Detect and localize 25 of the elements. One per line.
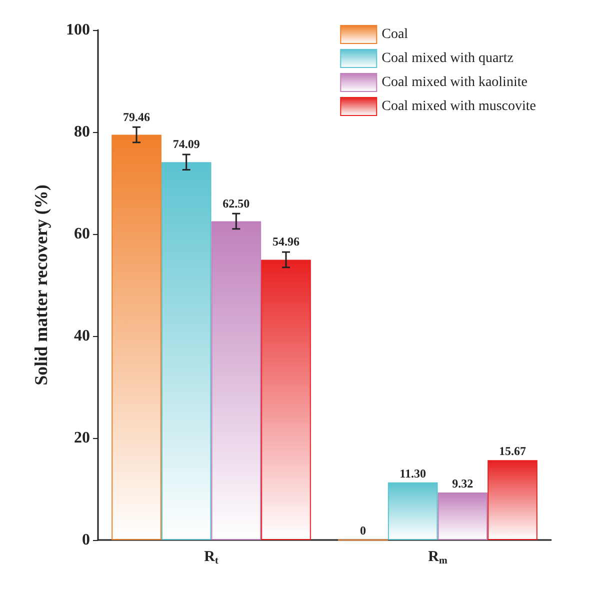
y-tick-label: 20	[74, 430, 90, 446]
bar	[388, 482, 438, 540]
data-label: 62.50	[222, 196, 250, 210]
y-tick-label: 100	[66, 22, 90, 38]
bar	[211, 221, 262, 540]
data-label: 15.67	[498, 444, 526, 458]
y-tick-label: 80	[74, 124, 90, 140]
data-label: 0	[360, 524, 366, 538]
y-axis-title: Solid matter recovery (%)	[31, 184, 51, 386]
data-label: 74.09	[172, 137, 200, 152]
legend-label: Coal mixed with muscovite	[382, 99, 536, 114]
bar	[438, 492, 488, 540]
bar	[488, 460, 538, 540]
legend-label: Coal mixed with kaolinite	[382, 75, 528, 90]
y-tick-label: 0	[82, 532, 90, 548]
y-tick-label: 40	[74, 328, 90, 344]
data-label: 9.32	[452, 476, 474, 490]
data-label: 79.46	[123, 110, 150, 124]
y-tick-label: 60	[74, 226, 90, 242]
data-label: 11.30	[400, 466, 426, 480]
legend-label: Coal	[382, 27, 408, 42]
data-label: 54.96	[272, 234, 300, 249]
legend-label: Coal mixed with quartz	[382, 51, 514, 66]
bar	[261, 260, 311, 540]
bar	[161, 162, 212, 540]
